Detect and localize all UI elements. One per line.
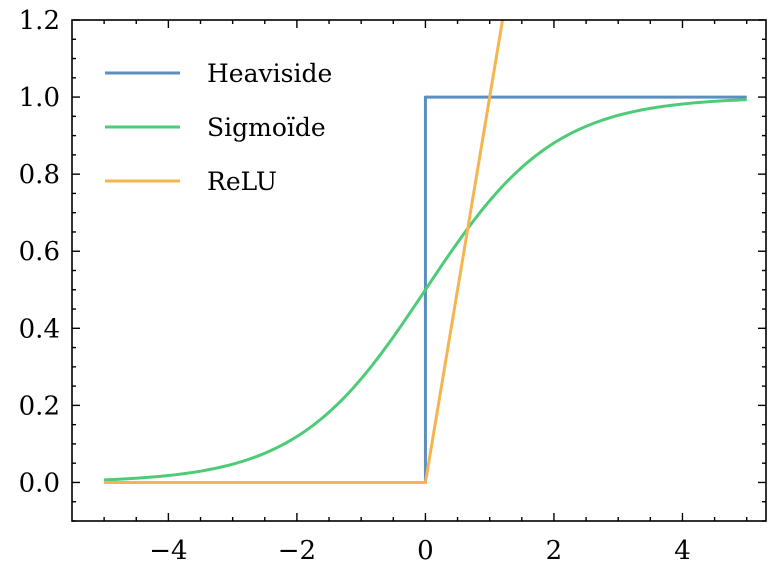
y-tick-label: 0.8: [19, 160, 60, 190]
y-tick-label: 0.4: [19, 314, 60, 344]
legend-label: Heaviside: [207, 59, 332, 88]
series-line-relu: [104, 20, 505, 484]
x-tick-label: −2: [278, 536, 316, 566]
series-line-sigmo-de: [104, 98, 747, 482]
x-tick-label: 0: [417, 536, 434, 566]
x-tick-label: −4: [149, 536, 187, 566]
x-tick-label: 2: [546, 536, 563, 566]
y-tick-label: 0.0: [19, 468, 60, 498]
y-tick-label: 0.6: [19, 237, 60, 267]
y-tick-label: 1.0: [19, 83, 60, 113]
legend-label: ReLU: [207, 167, 277, 196]
plot-frame: [71, 19, 767, 522]
x-tick-label: 4: [674, 536, 691, 566]
legend: Heaviside Sigmoïde ReLU: [105, 59, 332, 196]
y-tick-label: 1.2: [19, 6, 60, 36]
legend-label: Sigmoïde: [207, 113, 326, 142]
y-tick-label: 0.2: [19, 391, 60, 421]
